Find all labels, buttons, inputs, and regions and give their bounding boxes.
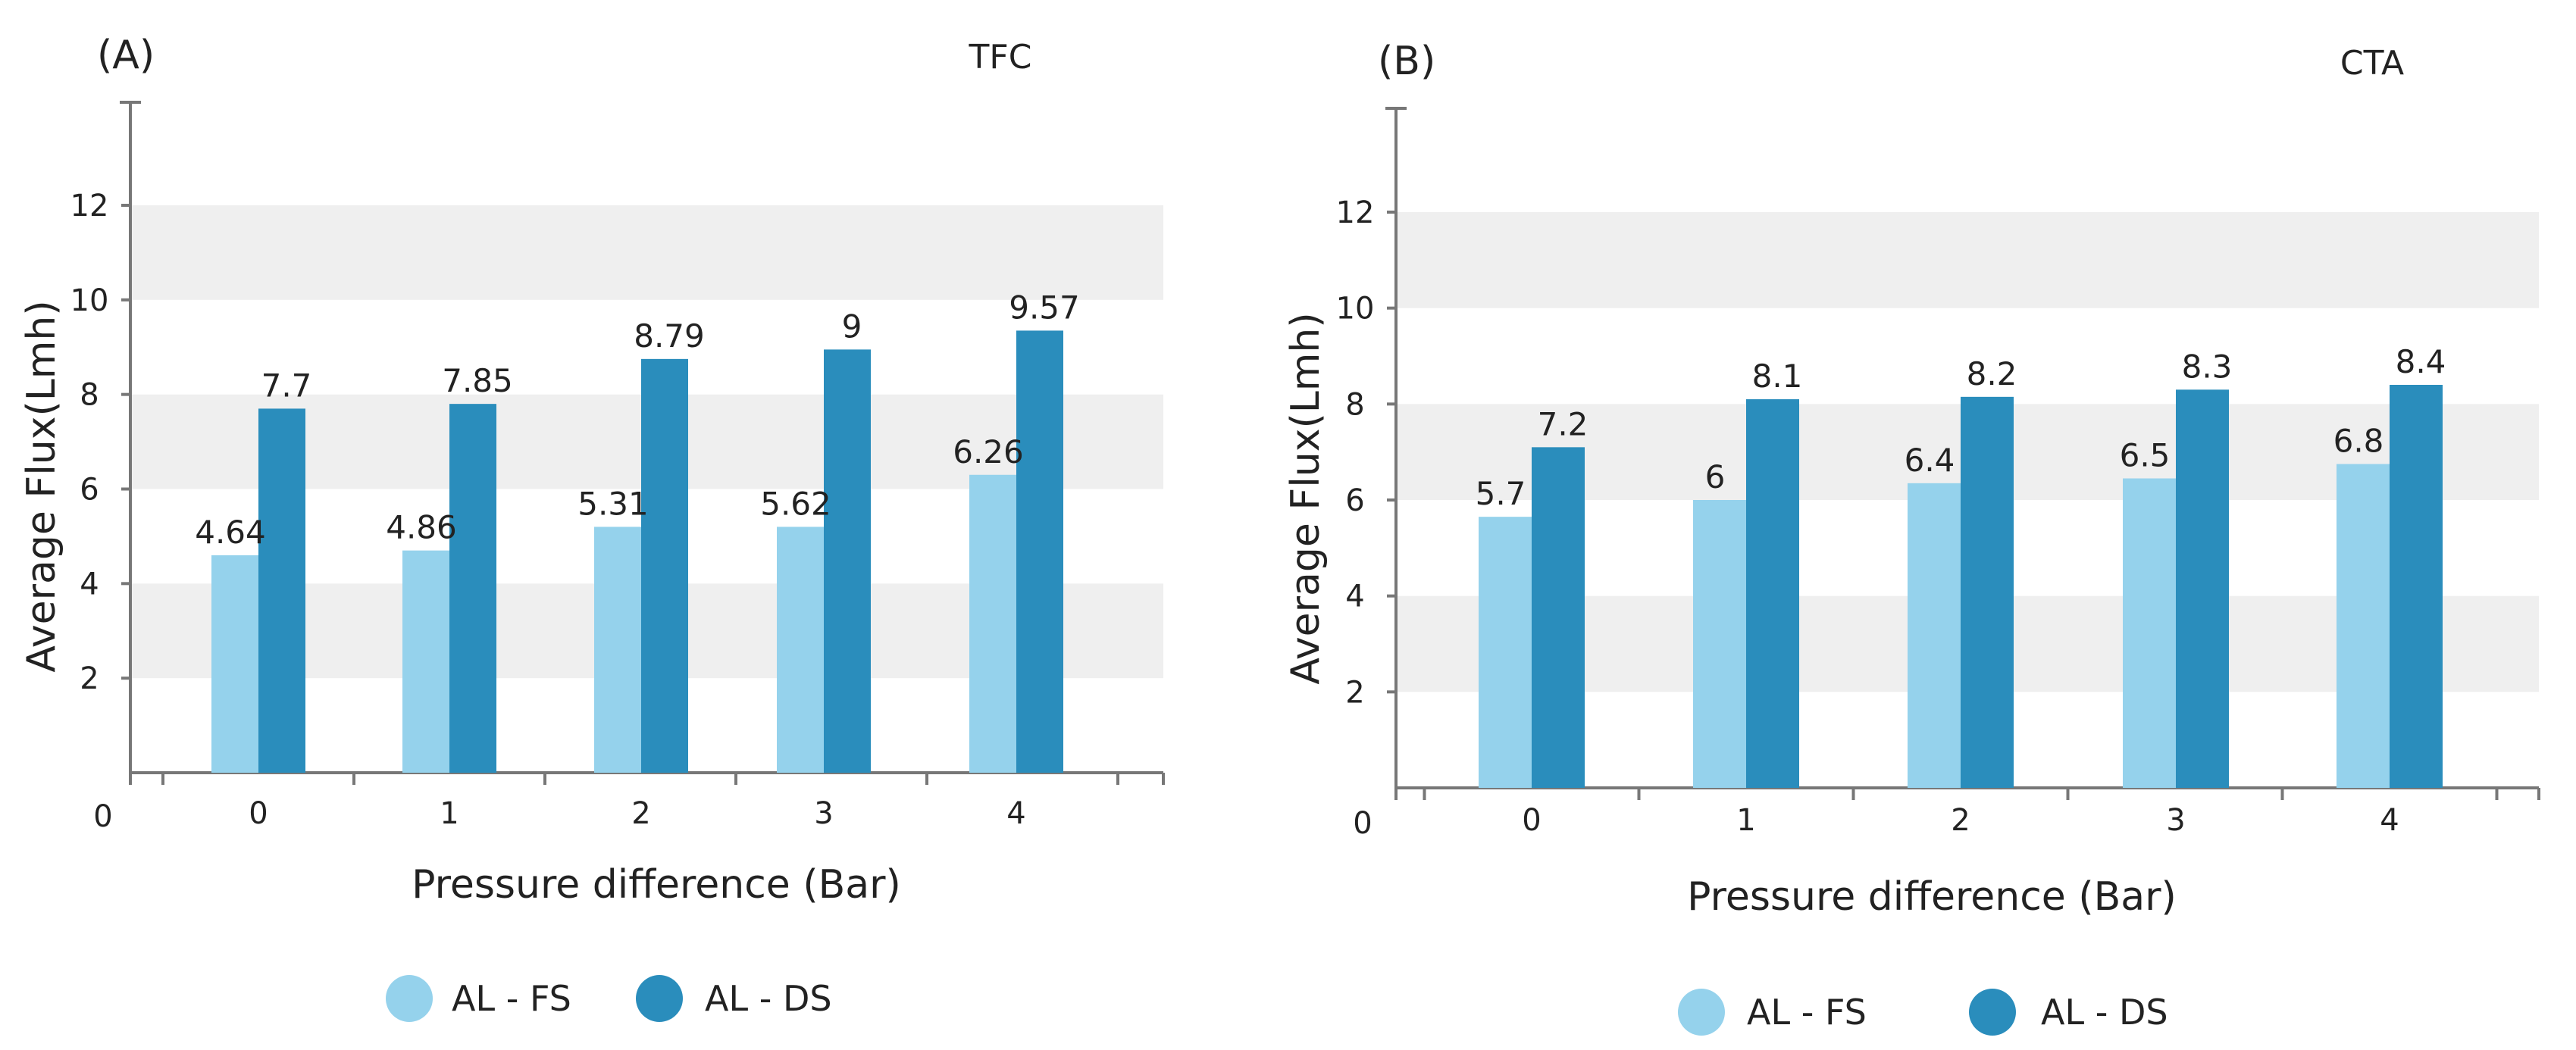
data-label-al-ds: 8.4 [2396,343,2446,380]
x-axis-title: Pressure difference (Bar) [412,862,901,908]
y-tick-label: 4 [80,567,99,602]
y-tick-label: 8 [1345,387,1364,422]
y-tick-label: 8 [80,378,99,413]
bar-al-ds [258,408,305,773]
chart-title: TFC [969,38,1032,77]
data-label-al-fs: 4.64 [195,514,266,551]
data-label-al-fs: 6.4 [1905,442,1955,479]
bar-al-fs [1479,517,1532,788]
data-label-al-ds: 8.79 [634,317,705,355]
y-axis-title: Average Flux(Lmh) [1283,312,1329,684]
x-tick-label: 4 [2380,803,2399,838]
origin-label: 0 [1353,806,1372,841]
bar-al-ds [2176,389,2229,788]
data-label-al-fs: 6.8 [2333,423,2384,460]
grid-band [130,205,1163,300]
data-label-al-ds: 9.57 [1009,289,1080,326]
bar-al-fs [2123,478,2176,788]
data-label-al-fs: 6.26 [953,433,1024,470]
data-label-al-ds: 8.1 [1752,358,1803,395]
panel-label: (B) [1378,39,1435,84]
y-tick-label: 6 [80,473,99,508]
legend-label-al-fs: AL - FS [1747,992,1867,1033]
data-label-al-fs: 5.31 [577,485,649,522]
data-label-al-ds: 7.2 [1538,405,1588,442]
chart-title: CTA [2340,44,2404,83]
panel-label: (A) [97,33,155,78]
data-label-al-ds: 9 [842,308,862,345]
bar-al-ds [1532,447,1585,788]
legend-swatch-al-ds [1969,989,2016,1036]
bar-al-fs [594,527,641,773]
bar-al-ds [1016,330,1063,773]
bar-al-fs [777,527,824,773]
bar-al-fs [969,474,1016,773]
legend-swatch-al-fs [386,975,433,1022]
x-tick-label: 2 [1951,803,1970,838]
bar-al-fs [1693,500,1746,788]
y-tick-label: 2 [80,661,99,696]
legend-swatch-al-ds [636,975,683,1022]
bar-al-fs [402,550,449,773]
chart-panel-a: 2 4 6 8 10 12 0 4.64 7.7 0 4.86 7.85 1 5.31 8.79 2 5.62 9… [19,33,1165,1022]
bar-al-fs [2337,464,2390,788]
data-label-al-ds: 8.3 [2182,348,2233,385]
bar-al-ds [449,404,496,773]
data-label-al-fs: 4.86 [386,509,457,546]
data-label-al-fs: 6 [1705,458,1726,495]
bar-al-ds [641,358,688,773]
y-tick-label: 6 [1345,483,1364,518]
y-tick-label: 2 [1345,675,1364,710]
x-tick-label: 1 [1736,803,1755,838]
x-tick-label: 3 [2166,803,2185,838]
bar-al-ds [1961,396,2014,788]
y-tick-label: 10 [70,283,109,318]
origin-label: 0 [93,799,112,834]
y-axis-title: Average Flux(Lmh) [19,300,64,672]
bar-al-fs [1908,483,1961,788]
legend-label-al-fs: AL - FS [452,978,571,1019]
x-tick-label: 1 [440,796,459,831]
data-label-al-fs: 5.7 [1476,475,1526,512]
legend-swatch-al-fs [1678,989,1725,1036]
x-tick-label: 4 [1006,796,1025,831]
bar-al-ds [824,349,871,773]
data-label-al-fs: 5.62 [760,485,831,522]
y-tick-label: 4 [1345,580,1364,614]
x-tick-label: 3 [814,796,833,831]
legend: AL - FS AL - DS [1678,989,2168,1036]
y-tick-label: 12 [1336,195,1375,230]
y-tick-label: 12 [70,189,109,223]
chart-panel-b: 2 4 6 8 10 12 0 5.7 7.2 0 6 8.1 1 6.4 8.2 2 6.5 8.3 3 6.8 8.… [1283,39,2540,1036]
y-tick-label: 10 [1336,292,1375,327]
grid-band [1396,212,2539,308]
x-tick-label: 2 [631,796,650,831]
legend-label-al-ds: AL - DS [2041,992,2168,1033]
legend: AL - FS AL - DS [386,975,832,1022]
x-tick-label: 0 [1522,803,1541,838]
legend-label-al-ds: AL - DS [705,978,832,1019]
data-label-al-fs: 6.5 [2120,437,2171,474]
x-tick-label: 0 [249,796,268,831]
data-label-al-ds: 7.7 [261,367,312,404]
bar-al-fs [211,555,258,773]
bar-al-ds [2390,385,2443,788]
data-label-al-ds: 7.85 [442,362,513,399]
bar-al-ds [1746,399,1799,788]
data-label-al-ds: 8.2 [1967,355,2017,392]
x-axis-title: Pressure difference (Bar) [1687,874,2177,920]
